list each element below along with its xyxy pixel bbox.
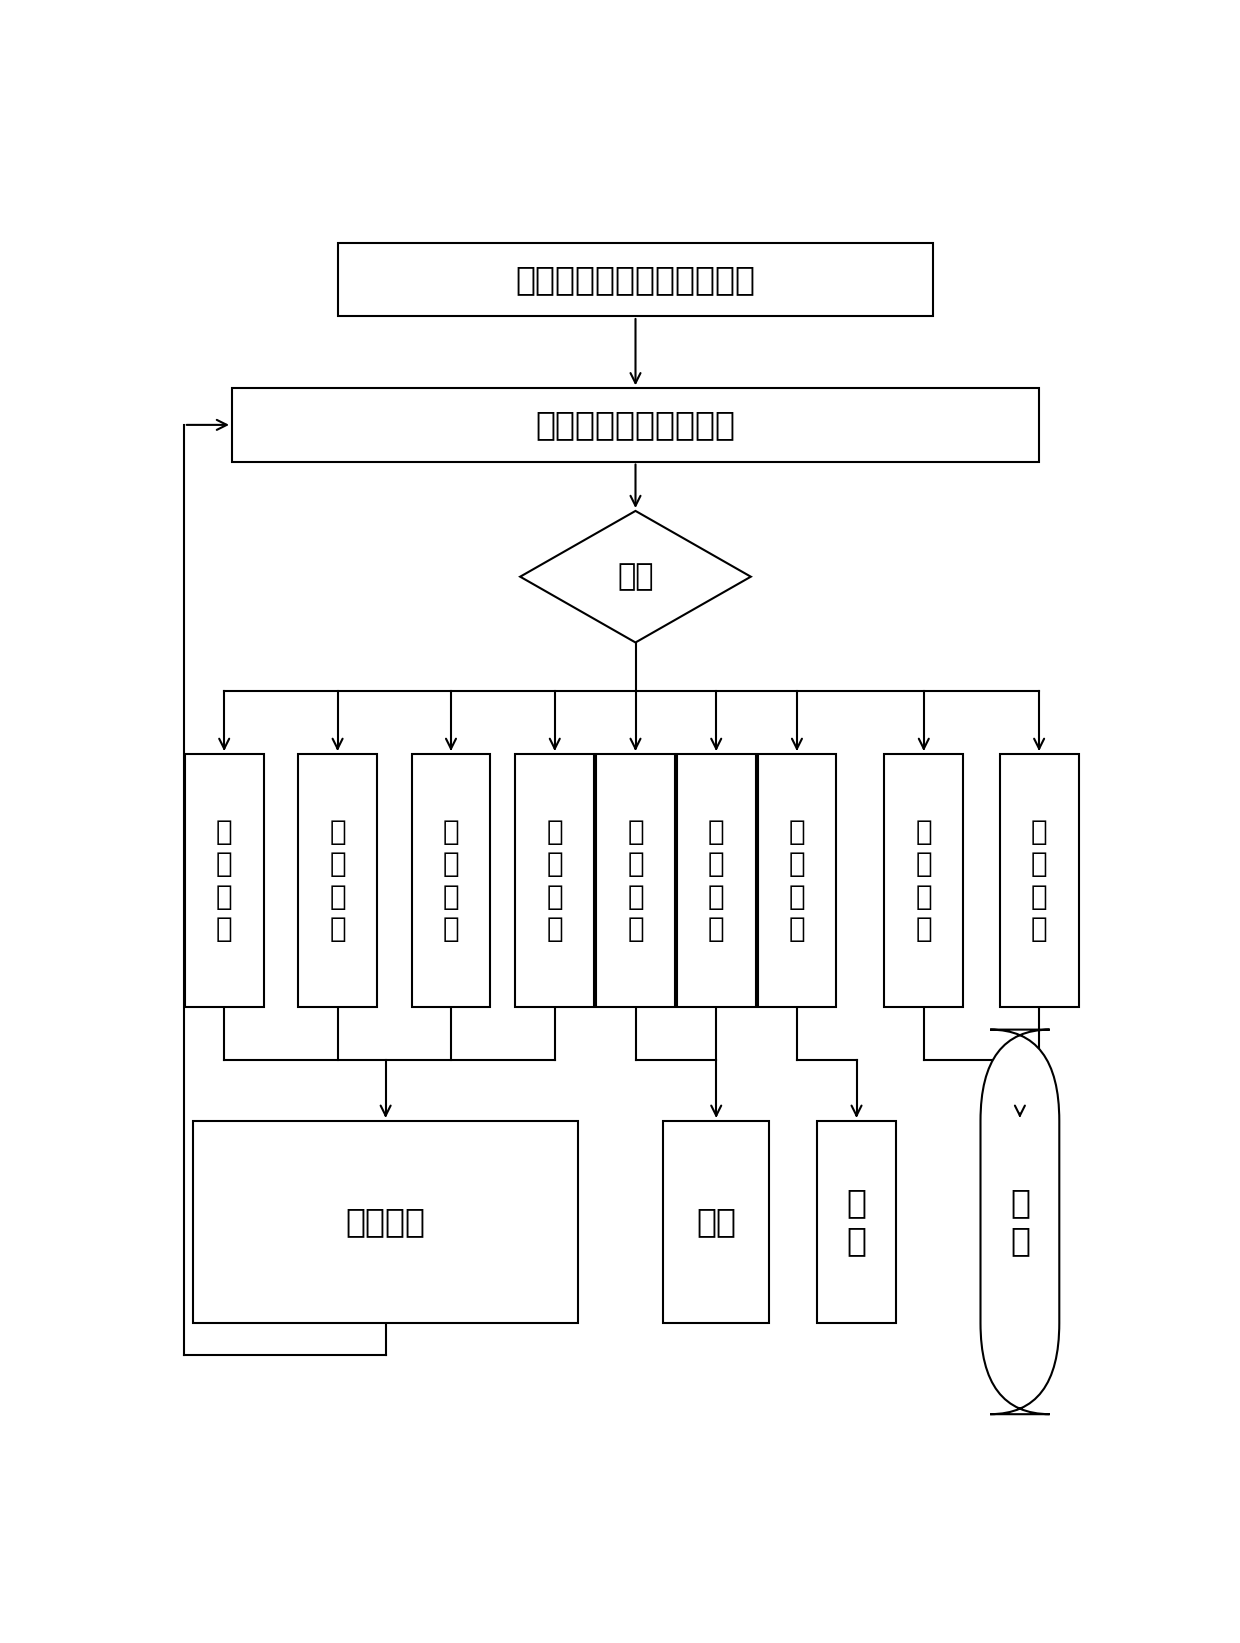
Text: 降温除湿: 降温除湿 xyxy=(346,1206,425,1239)
Text: 等
温
等
湿: 等 温 等 湿 xyxy=(1030,818,1048,943)
FancyBboxPatch shape xyxy=(663,1121,769,1323)
Text: 低
温
低
湿: 低 温 低 湿 xyxy=(708,818,724,943)
Text: 低
温
等
湿: 低 温 等 湿 xyxy=(789,818,805,943)
Text: 加热: 加热 xyxy=(696,1206,737,1239)
FancyBboxPatch shape xyxy=(412,754,490,1007)
Text: 判定: 判定 xyxy=(618,562,653,591)
FancyBboxPatch shape xyxy=(193,1121,578,1323)
Text: 加
湿: 加 湿 xyxy=(847,1186,867,1257)
Text: 等
温
低
湿: 等 温 低 湿 xyxy=(915,818,932,943)
Text: 高
温
高
湿: 高 温 高 湿 xyxy=(216,818,233,943)
FancyBboxPatch shape xyxy=(516,754,594,1007)
Text: 高
温
低
湿: 高 温 低 湿 xyxy=(443,818,459,943)
FancyBboxPatch shape xyxy=(185,754,264,1007)
Text: 等
温
高
湿: 等 温 高 湿 xyxy=(627,818,644,943)
Text: 检测循环风温度和湿度: 检测循环风温度和湿度 xyxy=(536,409,735,442)
Text: 高
温
等
湿: 高 温 等 湿 xyxy=(330,818,346,943)
FancyBboxPatch shape xyxy=(677,754,755,1007)
FancyBboxPatch shape xyxy=(232,388,1039,462)
Text: 设定循环风温度和湿度范围: 设定循环风温度和湿度范围 xyxy=(516,263,755,296)
FancyBboxPatch shape xyxy=(884,754,963,1007)
FancyBboxPatch shape xyxy=(999,754,1079,1007)
FancyBboxPatch shape xyxy=(758,754,836,1007)
FancyBboxPatch shape xyxy=(596,754,675,1007)
FancyBboxPatch shape xyxy=(817,1121,897,1323)
Polygon shape xyxy=(521,511,751,642)
FancyBboxPatch shape xyxy=(981,1030,1059,1415)
FancyBboxPatch shape xyxy=(298,754,377,1007)
Text: 维
持: 维 持 xyxy=(1009,1186,1030,1257)
Text: 低
温
高
湿: 低 温 高 湿 xyxy=(547,818,563,943)
FancyBboxPatch shape xyxy=(337,243,934,315)
